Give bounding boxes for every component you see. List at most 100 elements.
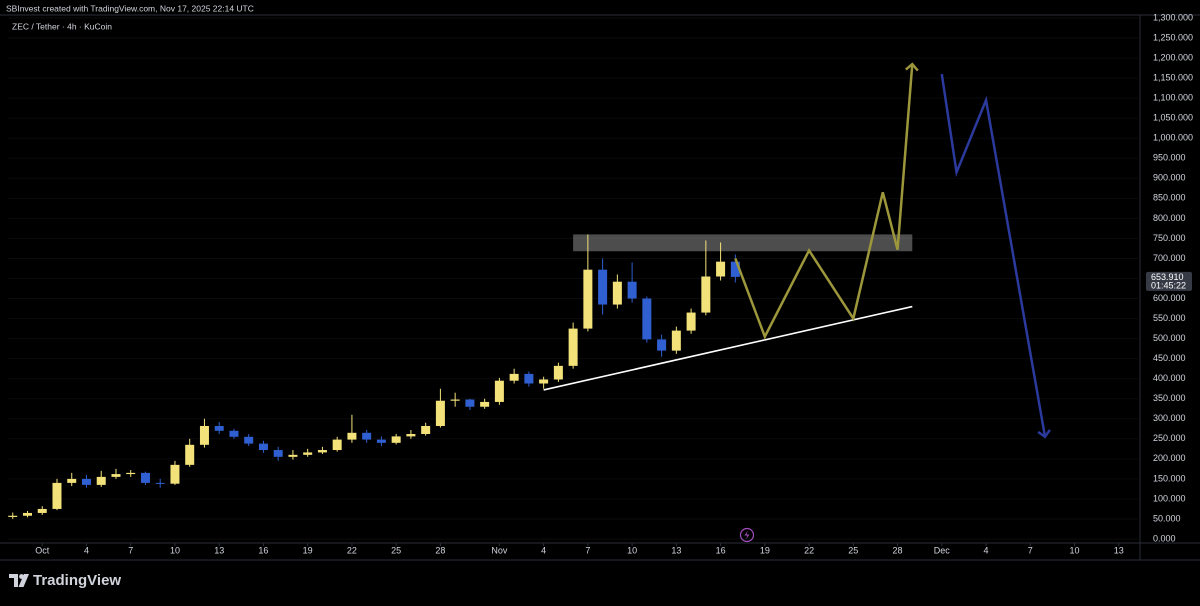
y-tick-label: 800.000: [1153, 213, 1186, 223]
candle-body: [539, 379, 549, 384]
brand: TradingView: [33, 572, 121, 589]
candle-body: [524, 373, 534, 384]
lightning-icon: [739, 527, 755, 543]
x-tick-label: 4: [84, 545, 89, 555]
candle-body: [465, 399, 475, 407]
y-tick-label: 700.000: [1153, 253, 1186, 263]
candle-body: [22, 512, 32, 516]
last-price-box: [1146, 271, 1192, 291]
y-tick-label: 0.000: [1153, 533, 1176, 543]
x-tick-label: 22: [804, 545, 814, 555]
y-tick-label: 1,100.000: [1153, 93, 1193, 103]
x-tick-label: 7: [1028, 545, 1033, 555]
y-tick-label: 250.000: [1153, 433, 1186, 443]
candle-body: [657, 339, 667, 351]
candle-body: [126, 472, 136, 475]
candle-body: [730, 261, 740, 277]
candle-body: [435, 400, 445, 426]
x-tick-label: Nov: [491, 545, 508, 555]
trendline: [543, 305, 913, 391]
y-tick-label: 1,200.000: [1153, 52, 1193, 62]
candle-body: [406, 433, 416, 437]
candle-body: [155, 482, 165, 484]
x-tick-label: 25: [391, 545, 401, 555]
x-tick-label: 13: [1114, 545, 1124, 555]
y-tick-label: 1,300.000: [1153, 12, 1193, 22]
candle-body: [8, 515, 18, 517]
candle-body: [332, 439, 342, 451]
x-tick-label: 13: [214, 545, 224, 555]
candle-body: [67, 478, 77, 483]
y-tick-label: 600.000: [1153, 293, 1186, 303]
candle-body: [509, 373, 519, 381]
chart-title: ZEC / Tether · 4h · KuCoin: [12, 21, 112, 31]
x-tick-label: 22: [347, 545, 357, 555]
x-tick-label: 19: [303, 545, 313, 555]
candle-body: [450, 399, 460, 401]
x-tick-label: 28: [435, 545, 445, 555]
countdown: 01:45:22: [1151, 280, 1186, 290]
candle-body: [716, 261, 726, 277]
candle-body: [185, 444, 195, 465]
credit: SBInvest created with TradingView.com, N…: [6, 3, 254, 13]
y-tick-label: 50.000: [1153, 513, 1181, 523]
projection-path: [734, 62, 919, 340]
y-tick-label: 350.000: [1153, 393, 1186, 403]
x-tick-label: 7: [128, 545, 133, 555]
candle-body: [494, 380, 504, 402]
candle-body: [81, 478, 91, 485]
candle-body: [317, 450, 327, 453]
y-tick-label: 1,050.000: [1153, 113, 1193, 123]
candle-body: [568, 328, 578, 366]
y-tick-label: 750.000: [1153, 233, 1186, 243]
y-tick-label: 550.000: [1153, 313, 1186, 323]
x-tick-label: 4: [541, 545, 546, 555]
candle-body: [598, 269, 608, 305]
candle-body: [111, 474, 121, 477]
candle-body: [273, 450, 283, 457]
candle-body: [421, 425, 431, 434]
candle-body: [642, 298, 652, 340]
x-tick-label: Oct: [35, 545, 50, 555]
candle-body: [686, 312, 696, 331]
candle-body: [701, 276, 711, 313]
y-tick-label: 500.000: [1153, 333, 1186, 343]
x-tick-label: 10: [1070, 545, 1080, 555]
y-tick-label: 300.000: [1153, 413, 1186, 423]
x-tick-label: 7: [585, 545, 590, 555]
projection-path: [940, 73, 1051, 439]
y-tick-label: 950.000: [1153, 153, 1186, 163]
x-tick-label: 16: [258, 545, 268, 555]
plot: [8, 17, 1138, 540]
x-tick-label: 13: [671, 545, 681, 555]
y-tick-label: 400.000: [1153, 373, 1186, 383]
candle-body: [229, 430, 239, 437]
candle-body: [583, 269, 593, 329]
x-tick-label: 19: [760, 545, 770, 555]
y-tick-label: 100.000: [1153, 493, 1186, 503]
y-tick-label: 1,150.000: [1153, 72, 1193, 82]
x-tick-label: 25: [848, 545, 858, 555]
candle-body: [303, 452, 313, 455]
y-tick-label: 450.000: [1153, 353, 1186, 363]
candle-body: [96, 476, 106, 485]
x-tick-label: Dec: [934, 545, 951, 555]
candle-body: [244, 436, 254, 444]
candle-body: [480, 401, 490, 407]
brand-logo: [9, 574, 29, 587]
candle-body: [553, 365, 563, 380]
x-tick-label: 28: [893, 545, 903, 555]
y-tick-label: 200.000: [1153, 453, 1186, 463]
candle-body: [214, 425, 224, 431]
x-tick-label: 10: [627, 545, 637, 555]
y-tick-label: 150.000: [1153, 473, 1186, 483]
candle-body: [362, 432, 372, 440]
candle-body: [627, 281, 637, 299]
y-tick-label: 850.000: [1153, 193, 1186, 203]
y-tick-label: 1,000.000: [1153, 133, 1193, 143]
candle-body: [170, 464, 180, 484]
y-tick-label: 1,250.000: [1153, 32, 1193, 42]
candle-body: [376, 439, 386, 443]
